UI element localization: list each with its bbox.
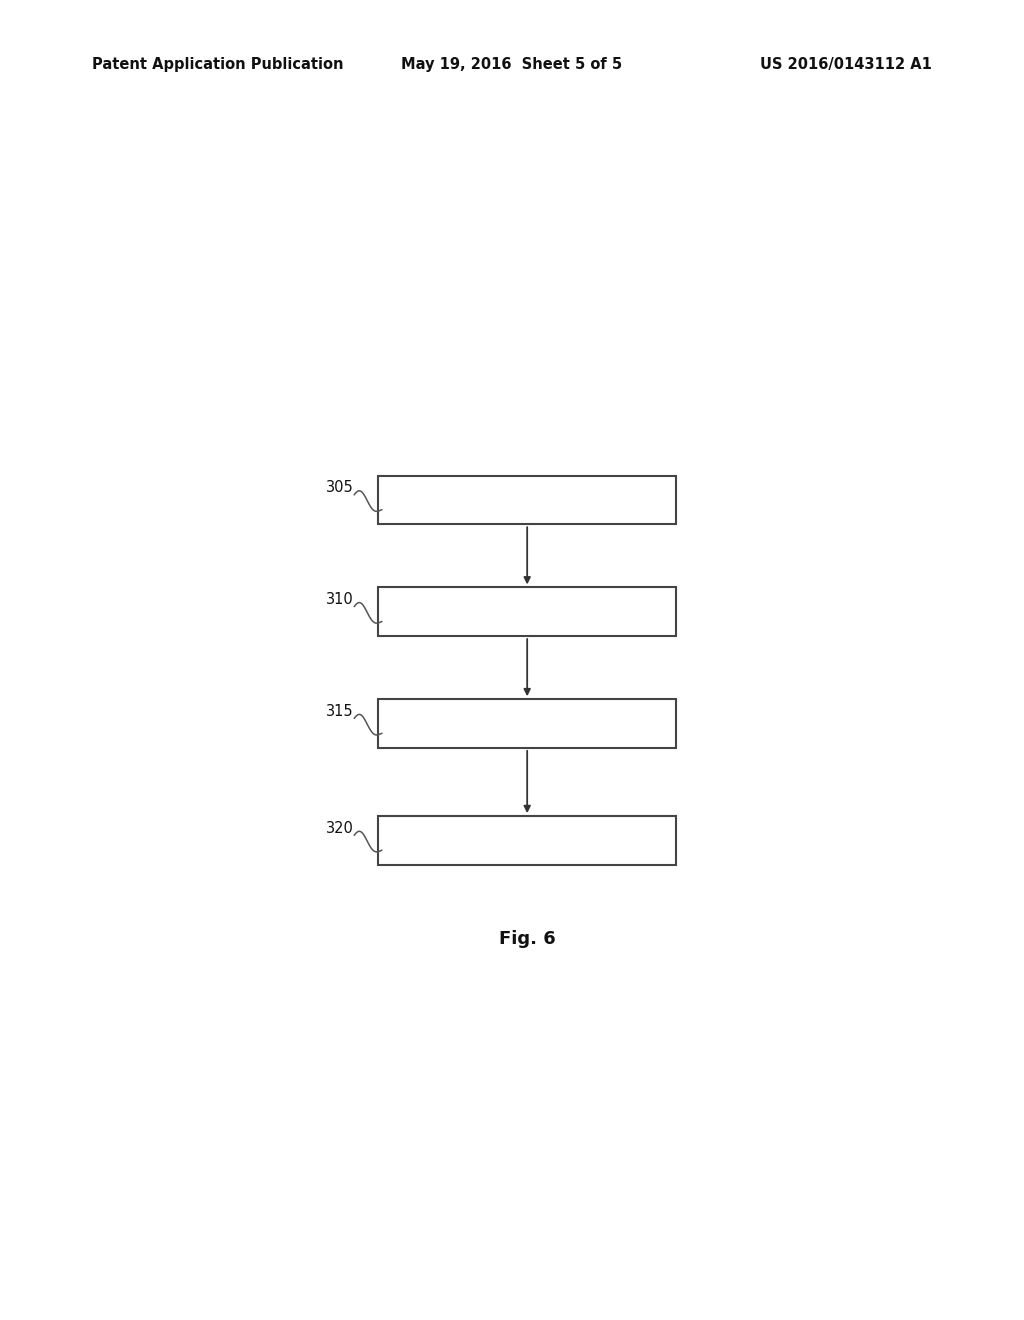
Text: 310: 310 [327,591,354,607]
Bar [378,475,676,524]
Bar [378,816,676,865]
Text: Fig. 6: Fig. 6 [499,931,556,948]
Bar [378,587,676,636]
Text: Patent Application Publication: Patent Application Publication [92,57,344,71]
Text: 320: 320 [327,821,354,836]
Text: May 19, 2016  Sheet 5 of 5: May 19, 2016 Sheet 5 of 5 [401,57,623,71]
Text: 315: 315 [327,704,354,719]
Text: 305: 305 [327,480,354,495]
Bar [378,700,676,748]
Text: US 2016/0143112 A1: US 2016/0143112 A1 [760,57,932,71]
